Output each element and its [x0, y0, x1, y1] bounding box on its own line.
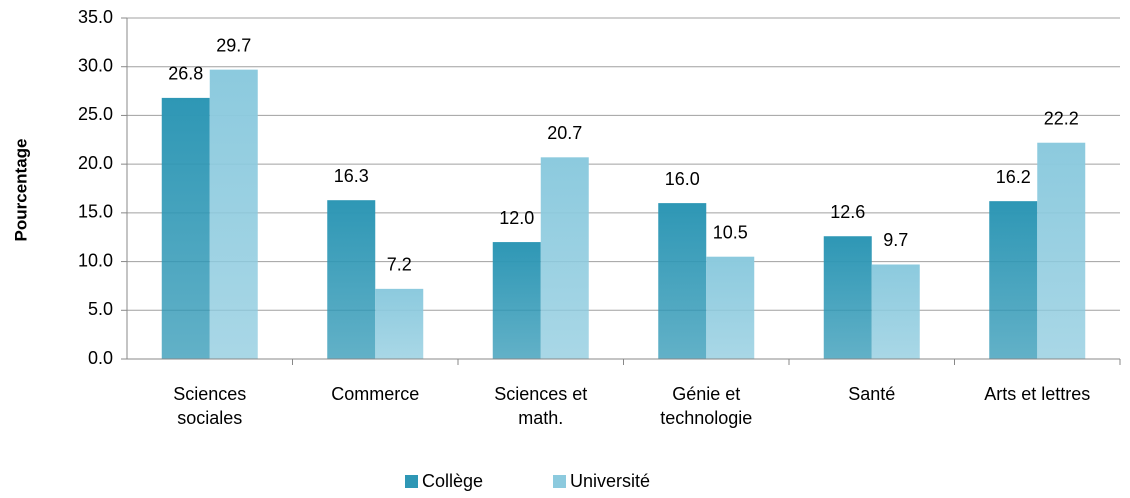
legend-swatch — [553, 475, 566, 488]
bar — [161, 97, 210, 360]
y-axis-title: Pourcentage — [11, 139, 30, 242]
y-tick-label: 15.0 — [78, 202, 113, 222]
x-tick-label: Commerce — [331, 384, 420, 404]
y-tick-label: 5.0 — [88, 299, 113, 319]
bar — [1037, 142, 1086, 359]
bar — [658, 203, 707, 359]
data-label: 29.7 — [216, 35, 251, 55]
data-label: 16.0 — [665, 169, 700, 189]
data-label: 7.2 — [387, 255, 412, 275]
y-tick-label: 20.0 — [78, 153, 113, 173]
legend-item: Collège — [405, 471, 483, 492]
x-tick-label: Santé — [848, 384, 896, 404]
legend-label: Collège — [422, 471, 484, 491]
bar — [209, 69, 258, 359]
bar — [823, 236, 872, 359]
data-label: 16.2 — [996, 167, 1031, 187]
y-tick-label: 10.0 — [78, 250, 113, 270]
x-tick-label: Sciences et math. — [494, 384, 588, 428]
x-tick-label: Arts et lettres — [984, 384, 1091, 404]
legend-item: Université — [553, 471, 650, 492]
bar — [706, 256, 755, 359]
data-label: 26.8 — [168, 64, 203, 84]
data-label: 12.0 — [499, 208, 534, 228]
bar — [327, 200, 376, 359]
data-label: 12.6 — [830, 202, 865, 222]
x-tick-label: Génie et technologie — [660, 384, 753, 428]
legend-label: Université — [570, 471, 651, 491]
bar — [540, 157, 589, 359]
data-label: 22.2 — [1044, 108, 1079, 128]
bar — [989, 201, 1038, 359]
data-label: 10.5 — [713, 222, 748, 242]
data-label: 9.7 — [883, 230, 908, 250]
x-tick-label: Sciences sociales — [173, 384, 247, 428]
y-tick-label: 25.0 — [78, 104, 113, 124]
bar — [871, 264, 920, 359]
y-tick-label: 0.0 — [88, 348, 113, 368]
bar — [492, 242, 541, 359]
legend-swatch — [405, 475, 418, 488]
bar — [375, 288, 424, 359]
y-tick-label: 35.0 — [78, 7, 113, 27]
y-tick-label: 30.0 — [78, 55, 113, 75]
data-label: 20.7 — [547, 123, 582, 143]
data-label: 16.3 — [334, 166, 369, 186]
